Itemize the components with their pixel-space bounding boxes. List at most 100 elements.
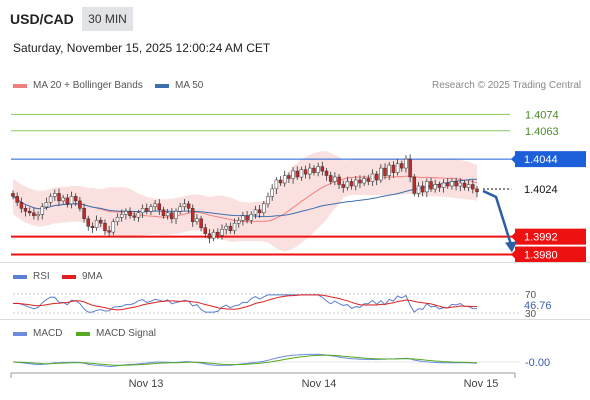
candle [354, 179, 358, 187]
candle [228, 225, 233, 231]
rsi-line [12, 294, 478, 313]
candle [345, 181, 350, 188]
candle [262, 203, 266, 213]
candle [232, 222, 237, 231]
x-tick-label: Nov 15 [464, 378, 499, 390]
candle [383, 167, 387, 176]
rsi-ma-swatch [62, 274, 76, 279]
candle [466, 184, 471, 188]
candle [333, 176, 337, 182]
candle [157, 203, 162, 211]
legend-rsi-ma: 9MA [62, 271, 103, 282]
candle [128, 211, 132, 217]
candle [270, 188, 274, 197]
candle [475, 188, 479, 193]
timeframe-button[interactable]: 30 MIN [82, 7, 133, 31]
macd-signal-swatch [76, 331, 90, 336]
candle [224, 225, 228, 230]
candle [274, 179, 279, 190]
candle [48, 196, 53, 203]
candle [328, 175, 333, 182]
candle [245, 215, 249, 221]
candle [425, 181, 429, 193]
candle [73, 196, 78, 202]
candle [404, 158, 408, 169]
candle [140, 208, 145, 214]
candle [90, 225, 95, 228]
candle [211, 231, 216, 239]
legend-macd-signal-label: MACD Signal [96, 328, 157, 339]
candle [433, 184, 437, 190]
candle [65, 197, 70, 205]
candle [82, 208, 86, 219]
candle [99, 219, 103, 224]
candle [119, 214, 124, 218]
candle [282, 175, 287, 184]
candle [349, 181, 354, 187]
candle [57, 193, 61, 202]
candle [111, 221, 116, 233]
candle [458, 182, 463, 187]
candle [165, 212, 170, 217]
level-tag-pointer [511, 250, 515, 259]
candle [11, 193, 15, 197]
candle [40, 206, 45, 215]
candle [174, 211, 178, 220]
candle [391, 164, 396, 173]
candle [94, 219, 99, 228]
candle [53, 193, 57, 197]
candle [44, 202, 49, 208]
panel-divider [0, 262, 590, 263]
candle [287, 175, 291, 179]
candle [374, 173, 379, 181]
candle [408, 158, 412, 178]
candle [61, 197, 65, 202]
copyright-text: Research © 2025 Trading Central [432, 80, 582, 91]
level-tag [515, 151, 586, 168]
candle [400, 163, 404, 169]
candle [291, 170, 295, 179]
bollinger-band [13, 151, 477, 252]
candle [241, 215, 245, 221]
rsi-ma-line [12, 294, 478, 311]
x-tick-label: Nov 14 [302, 378, 337, 390]
candle [220, 228, 224, 236]
candle [312, 167, 316, 173]
level-tag-pointer [511, 232, 515, 241]
candle [107, 230, 111, 233]
rsi-tick-30: 30 [525, 309, 537, 320]
projection-arrow [482, 189, 513, 245]
candle [266, 196, 270, 205]
candle [216, 231, 220, 236]
candle [445, 182, 450, 187]
candle [69, 196, 74, 205]
candle [253, 209, 258, 215]
level-label: 1.4044 [524, 154, 558, 166]
macd-swatch [13, 331, 27, 336]
level-label: 1.3992 [524, 232, 558, 244]
ma50-swatch [155, 83, 169, 88]
candle [78, 200, 82, 209]
legend-ma50: MA 50 [155, 80, 203, 91]
level-label: 1.4063 [525, 126, 559, 138]
candle [450, 181, 454, 187]
candle [316, 166, 320, 173]
candle [170, 212, 174, 220]
candle [136, 212, 141, 218]
candle [161, 209, 166, 217]
ma20-swatch [13, 83, 27, 88]
legend-macd: MACD [13, 328, 62, 339]
candle [199, 218, 203, 228]
candle [207, 233, 212, 239]
candle [190, 208, 195, 222]
level-label: 1.3980 [524, 250, 558, 262]
legend-rsi-ma-label: 9MA [82, 271, 103, 282]
candle [132, 215, 136, 218]
candle [15, 196, 19, 203]
candle [462, 182, 467, 188]
level-label: 1.4024 [524, 184, 558, 196]
candle [420, 185, 425, 193]
rsi-tick-70: 70 [525, 290, 537, 301]
candle [324, 170, 329, 176]
